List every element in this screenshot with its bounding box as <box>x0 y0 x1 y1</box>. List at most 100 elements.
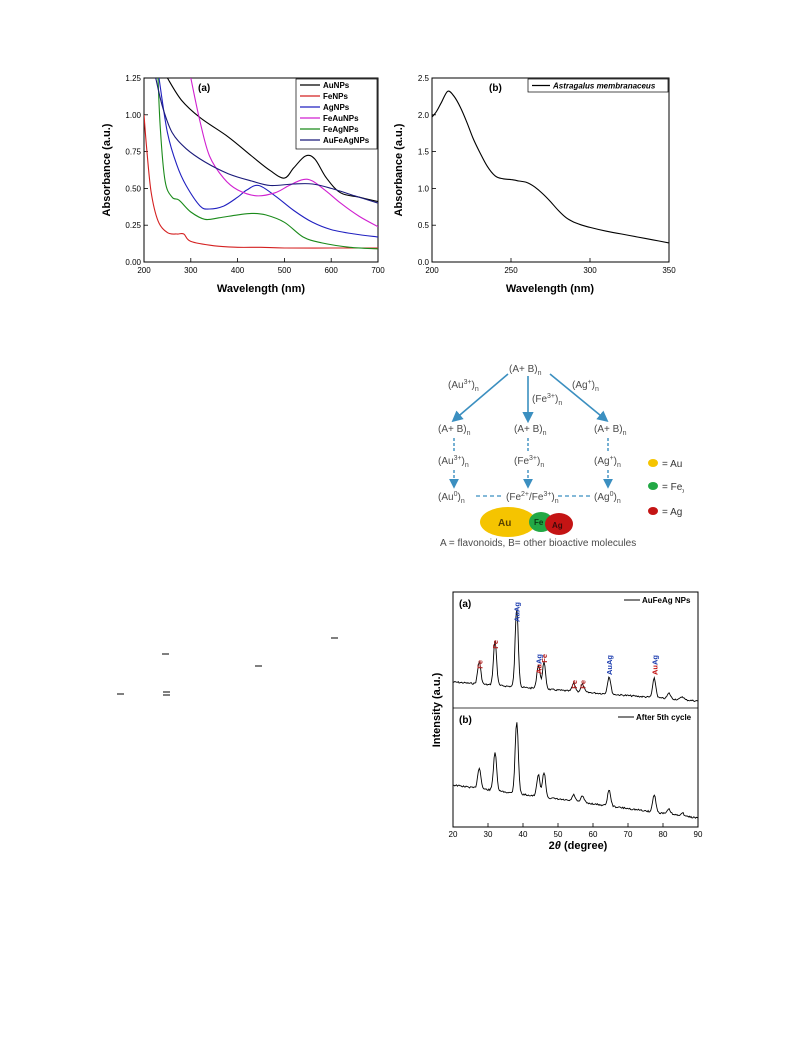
series-line-agnps <box>158 78 378 238</box>
xrd-peak-label: AuAg <box>650 655 659 675</box>
legend-label: FeAuNPs <box>323 114 359 123</box>
legend-ag-dot <box>648 507 658 515</box>
y-tick-label: 1.0 <box>418 184 430 193</box>
chart-a-xlabel: Wavelength (nm) <box>217 283 306 295</box>
scheme-row2-left: (A+ B)n <box>438 424 471 437</box>
scheme-row3-mid: (Fe3+)n <box>514 455 544 469</box>
x-tick-label: 350 <box>662 266 676 275</box>
xrd-pattern-a <box>452 609 699 703</box>
scheme-arrow-left <box>451 373 509 423</box>
chart-b-legend-label: Astragalus membranaceus <box>552 82 656 91</box>
scheme-fe-label: (Fe3+)n <box>532 393 562 407</box>
x-tick-label: 90 <box>694 830 703 839</box>
xrd-xlabel: 2θ (degree) <box>549 840 608 852</box>
series-line-aunps <box>166 78 378 203</box>
chart-b-lines <box>432 90 669 244</box>
xrd-legend-b: After 5th cycle <box>636 713 692 722</box>
scheme-au-label: (Au3+)n <box>448 379 479 393</box>
xrd-peak-label: Fe <box>579 680 588 689</box>
chart-a-lines <box>144 78 378 250</box>
scheme-row2-right: (A+ B)n <box>594 424 627 437</box>
scheme-row3-left: (Au3+)n <box>438 455 469 469</box>
x-tick-label: 50 <box>554 830 563 839</box>
xrd-peak-label: Fe <box>475 660 484 669</box>
xrd-peak-label: AuAg <box>534 654 543 674</box>
xrd-panel-b: (b) <box>459 715 472 726</box>
x-tick-label: 600 <box>325 266 339 275</box>
legend-au-dot <box>648 459 658 467</box>
xrd-peak-label: AuAg <box>513 602 522 622</box>
scheme-blob-au-label: Au <box>498 518 511 529</box>
y-tick-label: 0.75 <box>125 148 141 157</box>
y-tick-label: 0.00 <box>125 258 141 267</box>
y-tick-label: 1.00 <box>125 111 141 120</box>
xrd-peak-label: Fe <box>491 640 500 649</box>
scheme-svg: (A+ B)n (Au3+)n (Fe3+)n (Ag+)n (A+ B)n (… <box>438 364 698 549</box>
x-tick-label: 700 <box>371 266 385 275</box>
x-tick-label: 250 <box>504 266 518 275</box>
chart-b-legend-box <box>527 78 669 93</box>
chart-b-xlabel: Wavelength (nm) <box>506 283 595 295</box>
x-tick-label: 400 <box>231 266 245 275</box>
scheme-row4-left: (Au0)n <box>438 491 465 505</box>
x-tick-label: 40 <box>519 830 528 839</box>
chart-b-ticks: 200 250 300 350 0.0 0.5 1.0 1.5 2.0 2.5 <box>418 74 676 275</box>
scheme-row4-mid: (Fe2+/Fe3+)n <box>506 491 559 505</box>
x-tick-label: 60 <box>589 830 598 839</box>
chart-a-legend: AuNPs FeNPs AgNPs FeAuNPs FeAgNPs AuFeAgNPs <box>295 78 378 150</box>
series-line-feaunps <box>190 78 378 228</box>
synthesis-scheme: (A+ B)n (Au3+)n (Fe3+)n (Ag+)n (A+ B)n (… <box>434 352 698 552</box>
xrd-panel-a: (a) <box>459 599 471 610</box>
chart-b-svg: 200 250 300 350 0.0 0.5 1.0 1.5 2.0 2.5 (b) Astra… <box>393 74 676 295</box>
series-line-fenps <box>144 114 378 249</box>
chart-a-legend-box <box>295 78 378 150</box>
legend-ag-label: = Ag <box>662 507 682 518</box>
y-tick-label: 0.5 <box>418 221 430 230</box>
series-line-feagnps <box>157 78 378 250</box>
scheme-blob-fe-label: Fe <box>534 518 544 527</box>
xrd-peak-label: Fe <box>540 654 549 663</box>
chart-a-frame <box>143 77 379 263</box>
xrd-lines <box>452 609 699 819</box>
xrd-chart: 20 30 40 50 60 70 80 90 Fe Fe AuAg AuAg Fe Fe Fe AuAg A… <box>428 590 710 852</box>
x-tick-label: 80 <box>659 830 668 839</box>
x-tick-label: 70 <box>624 830 633 839</box>
legend-fe-label: = FexOy <box>662 482 684 495</box>
scheme-ag-label: (Ag+)n <box>572 379 599 393</box>
xrd-ylabel: Intensity (a.u.) <box>431 672 443 747</box>
xrd-peak-label: Fe <box>570 680 579 689</box>
xrd-peak-label: AuAg <box>605 655 614 675</box>
text-marks-svg <box>117 637 338 696</box>
x-tick-label: 300 <box>583 266 597 275</box>
x-tick-label: 200 <box>425 266 439 275</box>
scheme-row4-right: (Ag0)n <box>594 491 621 505</box>
series-line-astragalus-membranaceus <box>432 90 669 244</box>
chart-a-ylabel: Absorbance (a.u.) <box>101 123 113 216</box>
legend-label: AuNPs <box>323 81 350 90</box>
y-tick-label: 2.0 <box>418 111 430 120</box>
scheme-blob-au <box>480 507 536 537</box>
y-tick-label: 0.0 <box>418 258 430 267</box>
chart-a-panel-label: (a) <box>198 83 210 94</box>
chart-a-ticks: 200 300 400 500 600 700 0.00 0.25 0.50 0.75 1.00 1.… <box>125 74 385 275</box>
x-tick-label: 500 <box>278 266 292 275</box>
uv-vis-chart-a: 200 300 400 500 600 700 0.00 0.25 0.50 0.75 1.00 1.… <box>96 70 388 300</box>
legend-au-label: = Au <box>662 459 682 470</box>
xrd-frame <box>452 591 699 828</box>
uv-vis-chart-b: 200 250 300 350 0.0 0.5 1.0 1.5 2.0 2.5 (b) Astra… <box>392 70 677 300</box>
xrd-pattern-b <box>452 722 699 819</box>
y-tick-label: 0.50 <box>125 184 141 193</box>
scheme-row3-right: (Ag+)n <box>594 455 621 469</box>
y-tick-label: 1.5 <box>418 148 430 157</box>
x-tick-label: 300 <box>184 266 198 275</box>
scheme-top: (A+ B)n <box>509 364 542 377</box>
x-tick-label: 200 <box>137 266 151 275</box>
text-marks <box>112 634 362 704</box>
chart-b-panel-label: (b) <box>489 83 502 94</box>
legend-label: FeAgNPs <box>323 125 359 134</box>
chart-a-svg: 200 300 400 500 600 700 0.00 0.25 0.50 0.75 1.00 1.… <box>101 74 385 295</box>
scheme-blob-ag <box>545 513 573 535</box>
y-tick-label: 0.25 <box>125 221 141 230</box>
